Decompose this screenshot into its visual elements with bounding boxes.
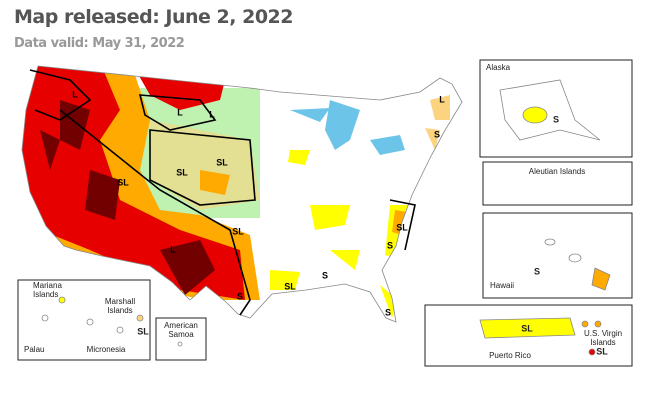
map-label: SL (117, 177, 129, 187)
map-label: SL (216, 157, 228, 167)
inset-label: SL (521, 323, 533, 333)
inset-label: Mariana Islands (33, 281, 62, 299)
inset-label: S (534, 266, 540, 276)
map-label: L (439, 94, 445, 104)
inset-label: Aleutian Islands (529, 167, 585, 176)
great-lakes (290, 100, 405, 155)
inset-label: SL (137, 326, 149, 336)
inset-boxes (17, 59, 633, 367)
map-label: L (72, 89, 78, 99)
subtitle: Data valid: May 31, 2022 (14, 36, 185, 51)
inset-label: Hawaii (490, 281, 514, 290)
inset-label: Alaska (486, 63, 511, 72)
map-label: SL (396, 222, 408, 232)
map-label: SL (176, 167, 188, 177)
inset-label: Palau (24, 345, 44, 354)
map-label: L (177, 107, 183, 117)
inset-shapes (41, 79, 611, 356)
map-label: SL (232, 226, 244, 236)
map-label: L (209, 109, 215, 119)
inset-label: Puerto Rico (489, 351, 531, 360)
inset-label: Micronesia (87, 345, 126, 354)
map-label: S (237, 291, 243, 301)
map-label: S (387, 240, 393, 250)
title: Map released: June 2, 2022 (14, 6, 294, 28)
map-label: L (170, 244, 176, 254)
impact-lines (29, 69, 416, 316)
inset-label: S (553, 114, 559, 124)
map-label: S (434, 129, 440, 139)
map-label: SL (284, 281, 296, 291)
inset-label: American Samoa (164, 321, 198, 339)
inset-label: Marshall Islands (105, 297, 135, 315)
inset-label: U.S. Virgin Islands (584, 329, 622, 347)
map-label: S (322, 270, 328, 280)
inset-label: SL (596, 346, 608, 356)
map-label: S (385, 307, 391, 317)
